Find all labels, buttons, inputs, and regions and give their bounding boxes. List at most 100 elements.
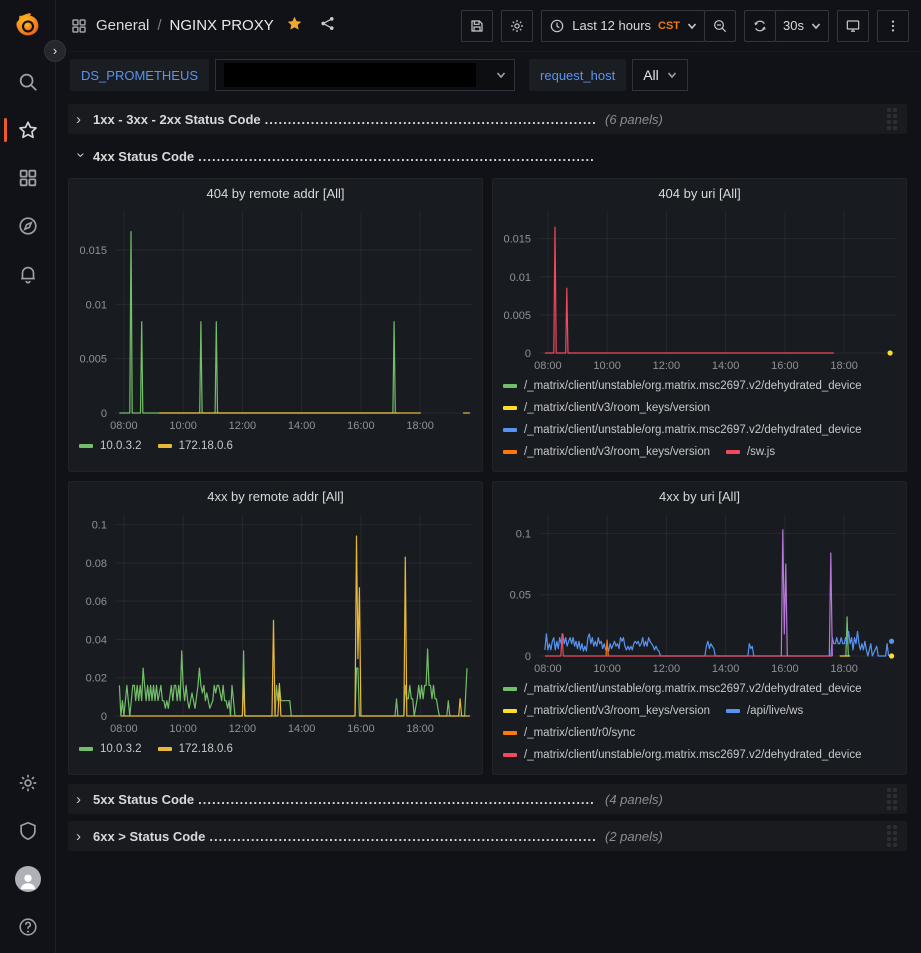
svg-text:16:00: 16:00	[771, 663, 799, 675]
legend-item[interactable]: /sw.js	[725, 441, 775, 463]
legend-series-name: 172.18.0.6	[178, 743, 233, 755]
refresh-button[interactable]	[744, 9, 777, 42]
legend-swatch	[725, 450, 740, 454]
row-panel-count: (4 panels)	[605, 791, 663, 807]
sidebar-item-alerting[interactable]	[0, 262, 56, 286]
svg-text:0.02: 0.02	[86, 673, 107, 685]
expand-sidebar-button[interactable]: ›	[44, 40, 66, 62]
breadcrumb-folder[interactable]: General	[96, 17, 150, 34]
timeseries-chart[interactable]: 08:00 10:00 12:00 14:00 16:00 18:00 0 0.005 0.01…	[493, 202, 906, 374]
legend-item[interactable]: /api/live/ws	[725, 700, 803, 722]
row-1xx-3xx-2xx[interactable]: › 1xx - 3xx - 2xx Status Code ..........…	[68, 104, 907, 134]
grafana-logo-icon[interactable]	[13, 10, 43, 40]
time-range-label: Last 12 hours	[572, 18, 652, 33]
refresh-interval-picker[interactable]: 30s	[775, 9, 829, 42]
chevron-right-icon: ›	[76, 827, 81, 845]
dashboard-settings-button[interactable]	[501, 9, 534, 42]
timezone-label: CST	[658, 19, 681, 32]
legend-item[interactable]: /_matrix/client/v3/room_keys/version	[503, 700, 710, 722]
svg-text:0.01: 0.01	[86, 299, 107, 311]
sidebar-item-dashboards[interactable]	[0, 166, 56, 190]
share-button[interactable]	[319, 15, 336, 37]
active-indicator	[3, 118, 7, 142]
svg-text:08:00: 08:00	[110, 723, 138, 735]
breadcrumb-separator: /	[157, 17, 162, 34]
row-dots: ........................................…	[198, 791, 595, 807]
legend-swatch	[503, 709, 517, 713]
panel-title[interactable]: 4xx by remote addr [All]	[207, 489, 344, 504]
svg-text:10:00: 10:00	[169, 420, 197, 432]
legend-item[interactable]: /_matrix/client/unstable/org.matrix.msc2…	[503, 419, 862, 441]
favorite-button[interactable]	[286, 15, 303, 37]
panel-title[interactable]: 404 by uri [All]	[658, 186, 741, 201]
variable-label-ds-prometheus[interactable]: DS_PROMETHEUS	[70, 59, 210, 91]
svg-text:08:00: 08:00	[534, 663, 562, 675]
sidebar-item-admin[interactable]	[0, 819, 56, 843]
row-4xx[interactable]: › 4xx Status Code ......................…	[68, 141, 907, 171]
drag-handle-icon[interactable]	[887, 825, 897, 847]
main-area: General / NGINX PROXY Last 12 hours CST	[56, 0, 921, 953]
refresh-group: 30s	[744, 9, 829, 42]
zoom-out-time-button[interactable]	[704, 9, 737, 42]
legend-series-name: /_matrix/client/unstable/org.matrix.msc2…	[524, 683, 862, 695]
timeseries-chart[interactable]: 08:00 10:00 12:00 14:00 16:00 18:00 0 0.02 0.04 0…	[69, 505, 482, 737]
legend-item[interactable]: 172.18.0.6	[157, 738, 233, 760]
more-options-button[interactable]	[877, 9, 909, 42]
row-5xx[interactable]: › 5xx Status Code ......................…	[68, 784, 907, 814]
sidebar-item-help[interactable]	[0, 915, 56, 939]
panel-legend: /_matrix/client/unstable/org.matrix.msc2…	[493, 374, 906, 471]
tv-mode-button[interactable]	[837, 9, 869, 42]
svg-text:0.015: 0.015	[503, 234, 531, 246]
svg-text:0: 0	[101, 408, 107, 420]
breadcrumb: General / NGINX PROXY	[70, 17, 274, 35]
legend-item[interactable]: /_matrix/client/r0/sync	[503, 722, 635, 744]
legend-item[interactable]: /_matrix/client/unstable/org.matrix.msc2…	[503, 678, 862, 700]
legend-item[interactable]: 172.18.0.6	[157, 435, 233, 457]
svg-text:10:00: 10:00	[593, 360, 621, 372]
legend-series-name: /_matrix/client/unstable/org.matrix.msc2…	[524, 749, 862, 761]
legend-series-name: /_matrix/client/r0/sync	[524, 727, 636, 739]
legend-item[interactable]: /_matrix/client/unstable/org.matrix.msc2…	[503, 744, 862, 766]
legend-item[interactable]: /_matrix/client/unstable/org.matrix.msc2…	[503, 375, 862, 397]
drag-handle-icon[interactable]	[887, 788, 897, 810]
svg-text:12:00: 12:00	[653, 360, 681, 372]
legend-series-name: /_matrix/client/unstable/org.matrix.msc2…	[524, 380, 862, 392]
panel-title[interactable]: 404 by remote addr [All]	[206, 186, 345, 201]
legend-series-name: /_matrix/client/v3/room_keys/version	[524, 402, 710, 414]
legend-swatch	[157, 747, 172, 751]
time-range-picker[interactable]: Last 12 hours CST	[541, 9, 706, 42]
legend-series-name: 172.18.0.6	[178, 440, 233, 452]
legend-item[interactable]: /_matrix/client/v3/room_keys/version	[503, 441, 710, 463]
variable-value-request-host[interactable]: All	[632, 59, 688, 91]
row-dots: ........................................…	[264, 111, 595, 127]
save-dashboard-button[interactable]	[461, 9, 494, 42]
variable-label-request-host[interactable]: request_host	[529, 59, 627, 91]
legend-swatch	[503, 450, 517, 454]
sidebar-top-group	[0, 70, 56, 286]
timeseries-chart[interactable]: 08:00 10:00 12:00 14:00 16:00 18:00 0 0.005 0.01…	[69, 202, 482, 434]
panel-title[interactable]: 4xx by uri [All]	[659, 489, 740, 504]
row-6xx[interactable]: › 6xx > Status Code ....................…	[68, 821, 907, 851]
zoom-out-icon	[712, 18, 728, 34]
sidebar-item-search[interactable]	[0, 70, 56, 94]
timeseries-chart[interactable]: 08:00 10:00 12:00 14:00 16:00 18:00 0 0.05 0.1	[493, 505, 906, 677]
variable-request-host: request_host All	[529, 59, 688, 91]
panel-4xx-by-remote-addr: 4xx by remote addr [All] 08:00 10:00 12:00…	[68, 481, 483, 775]
variable-value-ds-prometheus[interactable]	[215, 59, 516, 91]
kebab-icon	[885, 18, 901, 34]
legend-series-name: /_matrix/client/v3/room_keys/version	[524, 446, 710, 458]
caret-down-icon	[667, 70, 677, 80]
legend-item[interactable]: 10.0.3.2	[79, 435, 142, 457]
drag-handle-icon[interactable]	[887, 108, 897, 130]
legend-item[interactable]: /_matrix/client/v3/room_keys/version	[503, 397, 710, 419]
legend-swatch	[503, 731, 517, 735]
legend-item[interactable]: 10.0.3.2	[79, 738, 142, 760]
sidebar-item-profile[interactable]	[0, 866, 56, 892]
sidebar-item-explore[interactable]	[0, 214, 56, 238]
svg-text:0.005: 0.005	[79, 354, 107, 366]
save-icon	[469, 18, 485, 34]
svg-text:0.1: 0.1	[92, 520, 107, 532]
sidebar-item-starred[interactable]	[0, 118, 56, 142]
panel-legend: 10.0.3.2 172.18.0.6	[69, 737, 482, 774]
sidebar-item-configuration[interactable]	[0, 771, 56, 795]
